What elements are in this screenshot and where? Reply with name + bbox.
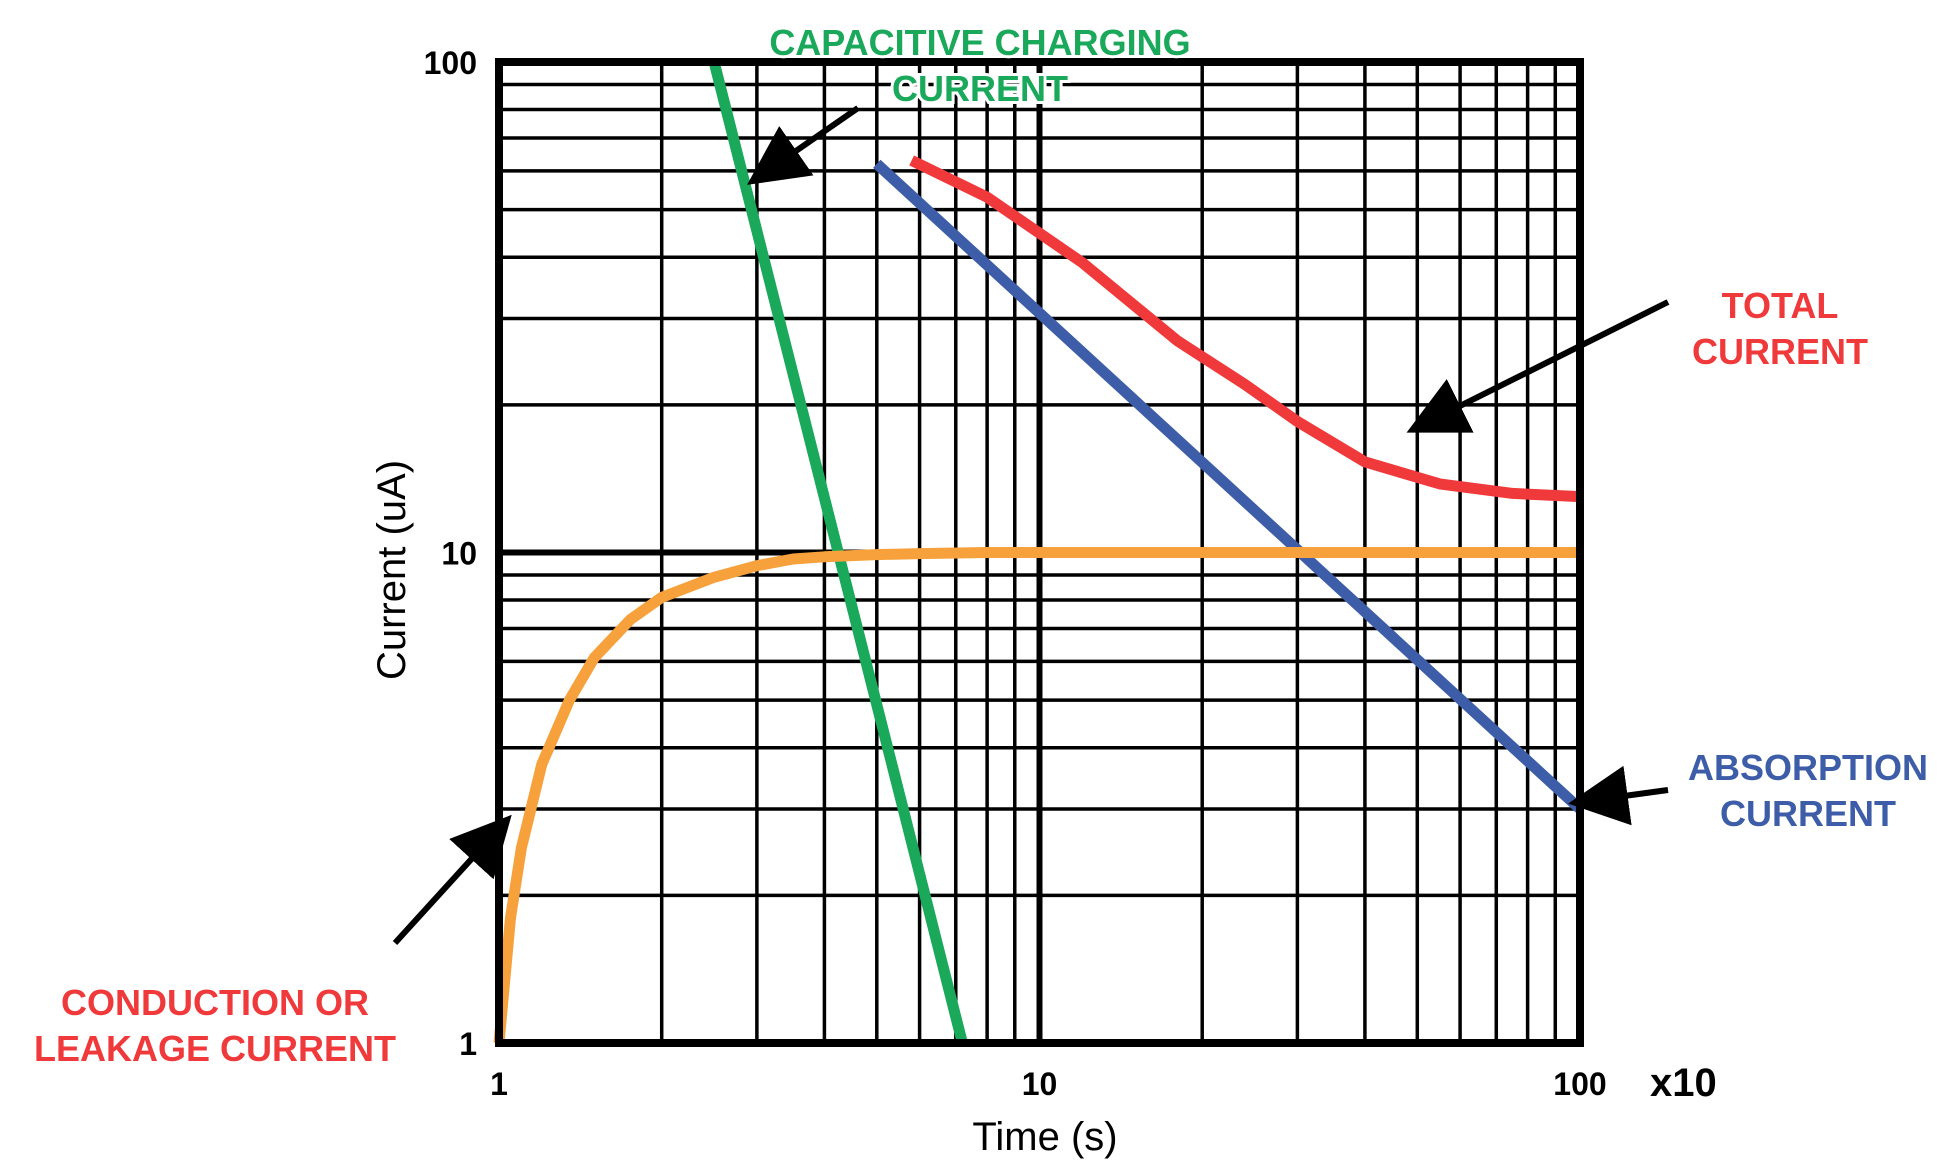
x-tick-label: 1 — [490, 1066, 508, 1102]
x-axis-title: Time (s) — [972, 1115, 1117, 1159]
annotation-arrow — [747, 105, 860, 185]
annotation-label: TOTAL — [1722, 285, 1839, 326]
annotation-label: CONDUCTION OR — [61, 982, 369, 1023]
tick-labels: 1 10 100 1 10 100 — [424, 45, 1607, 1102]
series-line-absorption-current — [873, 159, 1584, 814]
y-tick-label: 1 — [459, 1026, 477, 1062]
annotation-label: LEAKAGE CURRENT — [34, 1028, 396, 1069]
plot-frame — [495, 58, 1584, 1047]
annotation-arrows — [392, 105, 1670, 946]
x-tick-label: 10 — [1022, 1066, 1058, 1102]
y-axis-title: Current (uA) — [370, 460, 414, 680]
annotation-label: ABSORPTION — [1688, 747, 1928, 788]
annotation-label: CURRENT — [1720, 793, 1896, 834]
annotation-labels: CAPACITIVE CHARGING CURRENT TOTAL CURRENT AB… — [31, 19, 1931, 1072]
annotation-arrow — [1406, 299, 1670, 433]
annotation-label: CURRENT — [1692, 331, 1868, 372]
annotation-label: CURRENT — [892, 68, 1068, 109]
series-line-total-current — [909, 155, 1581, 503]
series-line-conduction-or-leakage-current — [493, 547, 1580, 1044]
y-tick-label: 100 — [424, 45, 477, 81]
annotation-arrow — [392, 814, 512, 946]
x-tick-label: 100 — [1553, 1066, 1606, 1102]
x-axis-multiplier: x10 — [1650, 1061, 1717, 1105]
annotation-arrow — [1568, 765, 1669, 826]
y-tick-label: 10 — [441, 536, 477, 572]
series-layer — [493, 60, 1584, 1045]
annotation-label: CAPACITIVE CHARGING — [769, 22, 1190, 63]
